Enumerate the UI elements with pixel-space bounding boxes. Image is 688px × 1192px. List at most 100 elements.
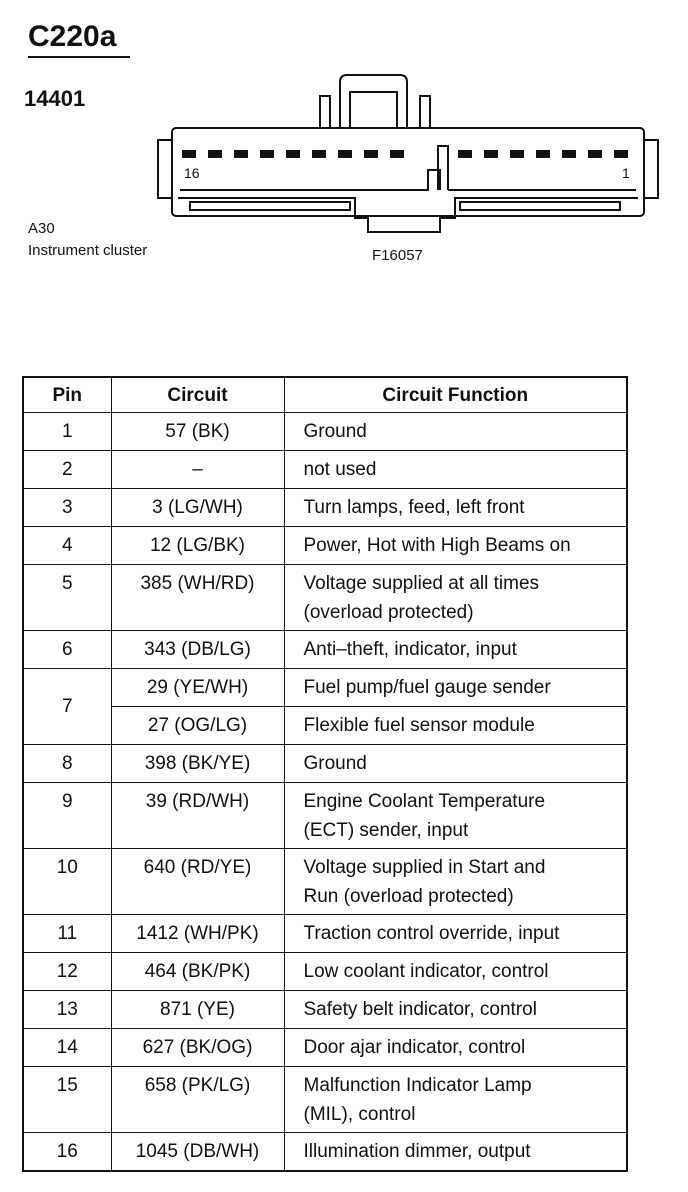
circuit-cell: 343 (DB/LG) (110, 630, 285, 669)
part-number: 14401 (24, 86, 86, 111)
pin-cell: 9 (22, 782, 112, 849)
table-row: 13 871 (YE) Safety belt indicator, control (22, 990, 628, 1029)
table-row: 10 640 (RD/YE) Voltage supplied in Start a… (22, 848, 628, 915)
pin-cell: 15 (22, 1066, 112, 1133)
connector-diagram: 16 1 (157, 74, 659, 233)
pin-cell: 1 (22, 412, 112, 451)
circuit-cell: 1412 (WH/PK) (110, 914, 285, 953)
function-cell: Voltage supplied in Start and Run (overlo… (283, 848, 628, 915)
function-cell: Engine Coolant Temperature (ECT) sender, … (283, 782, 628, 849)
function-line: Ground (303, 753, 367, 774)
table-row: 27 (OG/LG) Flexible fuel sensor module (23, 706, 628, 745)
pin-cell: 7 (22, 668, 112, 745)
function-line: Turn lamps, feed, left front (303, 497, 525, 518)
function-line: Low coolant indicator, control (303, 961, 549, 982)
function-cell: Traction control override, input (283, 914, 628, 953)
function-line: Run (overload protected) (303, 886, 514, 907)
function-line: Fuel pump/fuel gauge sender (303, 677, 551, 698)
table-row: 5 385 (WH/RD) Voltage supplied at all time… (22, 564, 628, 631)
circuit-cell: 464 (BK/PK) (110, 952, 285, 991)
column-header: Pin (22, 376, 112, 413)
function-cell: Ground (283, 744, 628, 783)
table-row: 7 29 (YE/WH) Fuel pump/fuel gauge sender (22, 668, 628, 745)
header-row: Pin Circuit Circuit Function (22, 376, 628, 413)
function-cell: Malfunction Indicator Lamp (MIL), control (283, 1066, 628, 1133)
circuit-cell: 385 (WH/RD) (110, 564, 285, 631)
function-line: Engine Coolant Temperature (303, 791, 546, 812)
circuit-cell: 39 (RD/WH) (110, 782, 285, 849)
function-cell: Illumination dimmer, output (283, 1132, 628, 1172)
pin-cell: 2 (22, 450, 112, 489)
circuit-cell: 57 (BK) (110, 412, 285, 451)
function-line: Voltage supplied at all times (303, 573, 540, 594)
circuit-cell: 658 (PK/LG) (110, 1066, 285, 1133)
pin-label: 1 (622, 165, 630, 181)
column-header: Circuit Function (283, 376, 628, 413)
pin-cell: 12 (22, 952, 112, 991)
function-line: Door ajar indicator, control (303, 1037, 526, 1058)
function-cell: Low coolant indicator, control (283, 952, 628, 991)
function-line: Illumination dimmer, output (303, 1141, 531, 1162)
pin-cell: 11 (22, 914, 112, 953)
table-row: 4 12 (LG/BK) Power, Hot with High Beams on (22, 526, 628, 565)
function-line: Malfunction Indicator Lamp (303, 1075, 532, 1096)
pin-cell: 3 (22, 488, 112, 527)
function-cell: not used (283, 450, 628, 489)
circuit-cell: 871 (YE) (110, 990, 285, 1029)
location-code: A30 (28, 220, 55, 237)
table-row: 9 39 (RD/WH) Engine Coolant Temperature (EC… (22, 782, 628, 849)
function-cell: Ground (283, 412, 628, 451)
table-row: 2– not used (22, 450, 628, 489)
pin-cell: 14 (22, 1028, 112, 1067)
connector-title: C220a (28, 20, 130, 58)
circuit-cell: 398 (BK/YE) (110, 744, 285, 783)
circuit-cell: 1045 (DB/WH) (110, 1132, 285, 1172)
circuit-cell: 3 (LG/WH) (110, 488, 285, 527)
function-cell: Fuel pump/fuel gauge sender (283, 668, 628, 707)
function-line: Anti–theft, indicator, input (303, 639, 517, 660)
function-cell: Flexible fuel sensor module (283, 706, 628, 745)
pin-cell: 4 (22, 526, 112, 565)
table-row: 11 1412 (WH/PK) Traction control override,… (22, 914, 628, 953)
function-cell: Voltage supplied at all times (overload p… (283, 564, 628, 631)
pin-table: Pin Circuit Circuit Function 1 57 (BK) Groun… (22, 376, 628, 1172)
function-line: (MIL), control (303, 1104, 416, 1125)
function-cell: Safety belt indicator, control (283, 990, 628, 1029)
function-line: Power, Hot with High Beams on (303, 535, 571, 556)
circuit-cell: 27 (OG/LG) (110, 706, 285, 745)
table-row: 16 1045 (DB/WH) Illumination dimmer, outpu… (22, 1132, 628, 1172)
table-row: 15 658 (PK/LG) Malfunction Indicator Lamp (… (22, 1066, 628, 1133)
function-cell: Turn lamps, feed, left front (283, 488, 628, 527)
function-cell: Door ajar indicator, control (283, 1028, 628, 1067)
pin-cell: 10 (22, 848, 112, 915)
function-line: Voltage supplied in Start and (303, 857, 546, 878)
pin-cell: 16 (22, 1132, 112, 1172)
pin-cell: 13 (22, 990, 112, 1029)
pin-cell: 8 (22, 744, 112, 783)
function-cell: Anti–theft, indicator, input (283, 630, 628, 669)
function-line: Traction control override, input (303, 923, 560, 944)
function-line: not used (303, 459, 377, 480)
table-row: 12 464 (BK/PK) Low coolant indicator, cont… (22, 952, 628, 991)
table-row: 8 398 (BK/YE) Ground (22, 744, 628, 783)
pin-cell: 6 (22, 630, 112, 669)
pin-label: 16 (184, 165, 200, 181)
location-name: Instrument cluster (28, 242, 148, 259)
circuit-cell: 29 (YE/WH) (110, 668, 285, 707)
function-cell: Power, Hot with High Beams on (283, 526, 628, 565)
pin-cell: 5 (22, 564, 112, 631)
figure-number: F16057 (372, 247, 423, 264)
circuit-cell: 640 (RD/YE) (110, 848, 285, 915)
circuit-cell: 627 (BK/OG) (110, 1028, 285, 1067)
function-line: Flexible fuel sensor module (303, 715, 535, 736)
function-line: Safety belt indicator, control (303, 999, 537, 1020)
function-line: (ECT) sender, input (303, 820, 469, 841)
column-header: Circuit (110, 376, 285, 413)
function-line: (overload protected) (303, 602, 474, 623)
table-row: 6 343 (DB/LG) Anti–theft, indicator, input (22, 630, 628, 669)
circuit-cell: 12 (LG/BK) (110, 526, 285, 565)
table-row: 14 627 (BK/OG) Door ajar indicator, contro… (22, 1028, 628, 1067)
function-line: Ground (303, 421, 367, 442)
